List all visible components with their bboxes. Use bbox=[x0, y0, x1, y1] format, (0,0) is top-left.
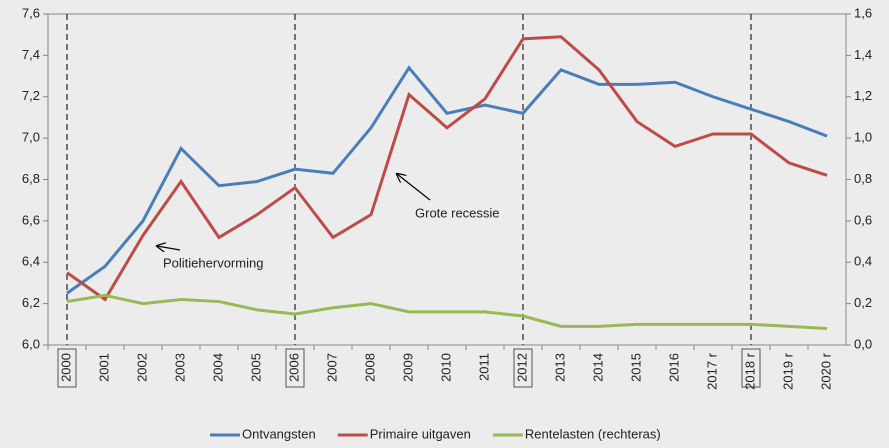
y2-tick-label: 0,2 bbox=[854, 295, 872, 310]
y-tick-label: 7,4 bbox=[22, 47, 40, 62]
x-tick-label: 2003 bbox=[172, 353, 187, 382]
y2-tick-label: 1,0 bbox=[854, 130, 872, 145]
annotation: Grote recessie bbox=[415, 205, 500, 220]
x-tick-label: 2020 r bbox=[818, 352, 833, 390]
y2-tick-label: 0,4 bbox=[854, 254, 872, 269]
highlight-box bbox=[285, 348, 305, 388]
series-line bbox=[66, 35, 828, 302]
x-tick-label: 2017 r bbox=[704, 352, 719, 390]
y2-tick-label: 0,6 bbox=[854, 212, 872, 227]
x-tick-label: 2007 bbox=[324, 353, 339, 382]
plot-area bbox=[47, 13, 847, 346]
y-tick-label: 7,6 bbox=[22, 5, 40, 20]
y-tick-label: 6,6 bbox=[22, 212, 40, 227]
series-line bbox=[66, 293, 828, 330]
x-tick-label: 2013 bbox=[552, 353, 567, 382]
x-tick-label: 2000 bbox=[58, 353, 73, 382]
series-line bbox=[66, 65, 828, 295]
y-tick-label: 6,8 bbox=[22, 171, 40, 186]
y-tick-label: 6,2 bbox=[22, 295, 40, 310]
annotation: Politiehervorming bbox=[163, 255, 263, 270]
x-tick-label: 2001 bbox=[96, 353, 111, 382]
annotation-arrow bbox=[397, 174, 431, 201]
annotation-arrow bbox=[157, 246, 181, 250]
y2-tick-label: 1,4 bbox=[854, 47, 872, 62]
y2-tick-label: 0,8 bbox=[854, 171, 872, 186]
x-tick-label: 2012 bbox=[514, 353, 529, 382]
x-tick-label: 2002 bbox=[134, 353, 149, 382]
y-tick-label: 7,0 bbox=[22, 130, 40, 145]
x-tick-label: 2014 bbox=[590, 353, 605, 382]
x-tick-label: 2011 bbox=[476, 353, 491, 381]
highlight-box bbox=[57, 348, 77, 388]
y2-tick-label: 1,6 bbox=[854, 5, 872, 20]
y-tick-label: 7,2 bbox=[22, 88, 40, 103]
y-tick-label: 6,0 bbox=[22, 336, 40, 351]
y2-tick-label: 1,2 bbox=[854, 88, 872, 103]
legend-label: Primaire uitgaven bbox=[370, 426, 471, 441]
legend-label: Ontvangsten bbox=[242, 426, 316, 441]
x-tick-label: 2019 r bbox=[780, 352, 795, 390]
x-tick-label: 2016 bbox=[666, 353, 681, 382]
x-tick-label: 2015 bbox=[628, 353, 643, 382]
highlight-box bbox=[741, 348, 761, 388]
y-tick-label: 6,4 bbox=[22, 254, 40, 269]
y2-tick-label: 0,0 bbox=[854, 336, 872, 351]
x-tick-label: 2018 r bbox=[742, 352, 757, 390]
x-tick-label: 2008 bbox=[362, 353, 377, 382]
legend-label: Rentelasten (rechteras) bbox=[525, 426, 661, 441]
x-tick-label: 2006 bbox=[286, 353, 301, 382]
x-tick-label: 2010 bbox=[438, 353, 453, 382]
x-tick-label: 2005 bbox=[248, 353, 263, 382]
highlight-box bbox=[513, 348, 533, 388]
x-tick-label: 2004 bbox=[210, 353, 225, 382]
x-tick-label: 2009 bbox=[400, 353, 415, 382]
